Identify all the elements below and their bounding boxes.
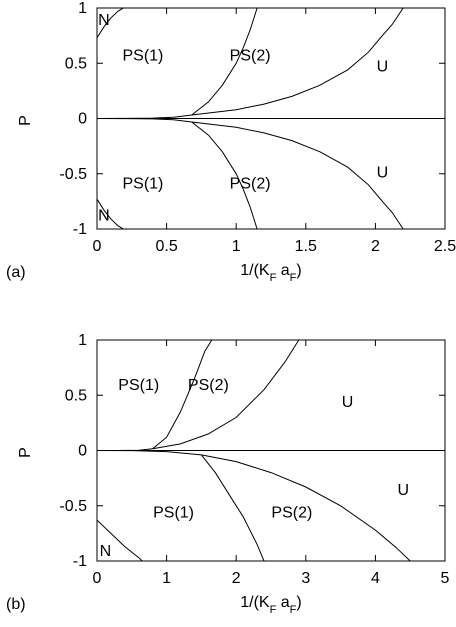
x-tick-label: 1.5 [295, 238, 317, 255]
x-tick-label: 3 [301, 570, 310, 587]
y-tick-label: 1 [78, 332, 87, 349]
region-label-ps1: PS(1) [122, 47, 163, 64]
panel-label: (b) [6, 596, 26, 613]
x-axis-label: 1/(KF aF) [240, 594, 301, 616]
x-tick-label: 0.5 [155, 238, 177, 255]
x-tick-label: 5 [441, 570, 450, 587]
region-label-n: N [98, 208, 110, 225]
region-label-n: N [98, 12, 110, 29]
y-axis-label: P [17, 115, 34, 126]
phase-boundary-5 [97, 118, 192, 123]
region-label-ps1: PS(1) [122, 176, 163, 193]
plot-frame [96, 7, 446, 230]
y-tick-label: 0 [78, 443, 87, 460]
x-tick-label: 2.5 [434, 238, 456, 255]
x-tick-label: 0 [93, 570, 102, 587]
region-label-n: N [100, 543, 112, 560]
phase-boundary-2 [97, 114, 192, 119]
panel-label: (a) [6, 264, 26, 281]
y-tick-label: -1 [73, 553, 87, 570]
y-axis-label: P [17, 447, 34, 458]
x-tick-label: 4 [371, 570, 380, 587]
phase-boundary-5 [201, 454, 265, 561]
phase-boundary-7 [97, 519, 143, 561]
x-tick-label: 2 [232, 570, 241, 587]
region-label-u: U [377, 165, 389, 182]
region-label-ps2: PS(2) [188, 377, 229, 394]
region-label-ps1: PS(1) [153, 504, 194, 521]
phase-boundary-4 [191, 8, 404, 116]
phase-boundary-6 [191, 121, 258, 229]
y-tick-label: 0.5 [65, 55, 87, 72]
phase-boundary-3 [191, 8, 258, 116]
region-label-u: U [397, 482, 409, 499]
phase-boundary-2 [152, 340, 213, 450]
x-tick-label: 1 [162, 570, 171, 587]
y-tick-label: -0.5 [59, 166, 87, 183]
region-label-ps2: PS(2) [271, 504, 312, 521]
phase-boundary-7 [191, 121, 404, 229]
chart-panel-2: 0 1 2 3 4 5 -1 -0.5 0 0.5 1 PS(1) PS(2) U PS(1) PS(2) U N… [6, 332, 450, 616]
phase-boundary-6 [201, 454, 411, 561]
x-axis-label: 1/(KF aF) [240, 262, 301, 284]
phase-boundary-8 [97, 198, 124, 229]
x-tick-label: 2 [371, 238, 380, 255]
region-label-ps2: PS(2) [230, 176, 271, 193]
phase-boundary-3 [152, 340, 300, 450]
y-tick-label: -0.5 [59, 498, 87, 515]
y-tick-label: 1 [78, 0, 87, 17]
y-tick-label: -1 [73, 221, 87, 238]
y-tick-label: 0 [78, 111, 87, 128]
x-tick-label: 0 [93, 238, 102, 255]
y-tick-label: 0.5 [65, 387, 87, 404]
plot-frame [96, 339, 446, 562]
phase-boundary-4 [97, 450, 202, 456]
region-label-u: U [377, 58, 389, 75]
region-label-u: U [342, 394, 354, 411]
region-label-ps1: PS(1) [118, 377, 159, 394]
x-tick-label: 1 [232, 238, 241, 255]
region-label-ps2: PS(2) [230, 47, 271, 64]
phase-boundary-1 [97, 8, 124, 39]
